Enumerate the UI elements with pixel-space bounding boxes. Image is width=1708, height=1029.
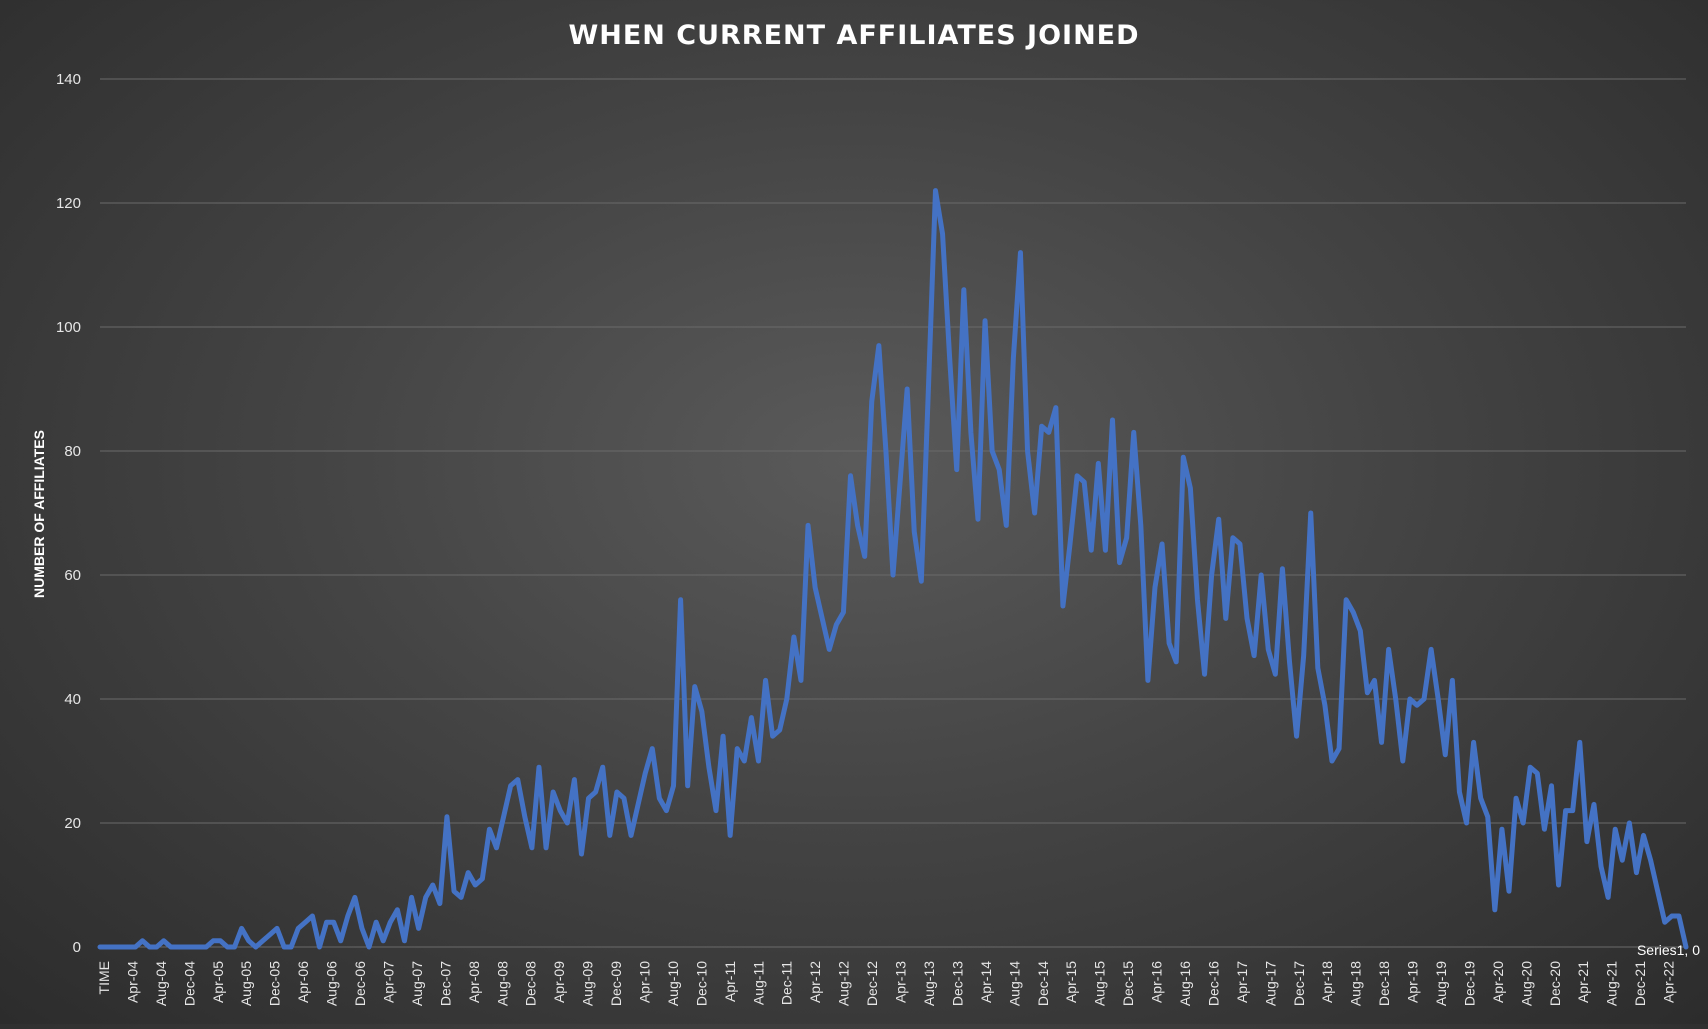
x-tick-label: Apr-21 [1575, 961, 1591, 1003]
x-tick-label: Dec-16 [1205, 961, 1221, 1006]
x-tick-label: Dec-06 [352, 961, 368, 1006]
y-tick-label: 0 [73, 939, 81, 956]
data-label-last: Series1, 0 [1637, 942, 1700, 958]
x-tick-label: Dec-17 [1291, 961, 1307, 1006]
chart-title: WHEN CURRENT AFFILIATES JOINED [568, 20, 1139, 51]
x-tick-label: Apr-10 [637, 961, 653, 1003]
x-tick-label: Aug-15 [1092, 961, 1108, 1006]
x-tick-label: Dec-04 [181, 961, 197, 1006]
x-tick-label: Aug-12 [836, 961, 852, 1006]
x-tick-label: TIME [96, 961, 112, 994]
x-tick-label: Apr-22 [1661, 961, 1677, 1003]
x-tick-label: Aug-11 [750, 961, 766, 1005]
y-axis-title: NUMBER OF AFFILIATES [31, 430, 47, 598]
x-tick-label: Apr-09 [551, 961, 567, 1003]
x-tick-label: Apr-05 [210, 961, 226, 1003]
x-tick-label: Dec-10 [693, 961, 709, 1006]
x-tick-label: Aug-08 [494, 961, 510, 1006]
x-tick-label: Aug-07 [409, 961, 425, 1006]
y-tick-label: 40 [64, 691, 81, 708]
x-tick-label: Dec-20 [1547, 961, 1563, 1006]
gridlines [100, 78, 1686, 948]
x-tick-label: Dec-21 [1632, 961, 1648, 1006]
x-tick-label: Apr-11 [722, 961, 738, 1002]
x-tick-label: Apr-19 [1405, 961, 1421, 1003]
x-tick-label: Apr-12 [807, 961, 823, 1003]
x-tick-label: Apr-14 [978, 961, 994, 1003]
x-tick-label: Dec-15 [1120, 961, 1136, 1006]
x-tick-label: Apr-08 [466, 961, 482, 1003]
x-tick-label: Aug-05 [238, 961, 254, 1006]
x-tick-label: Aug-19 [1433, 961, 1449, 1006]
y-tick-label: 140 [56, 71, 81, 88]
x-tick-label: Dec-09 [608, 961, 624, 1006]
x-tick-label: Apr-16 [1149, 961, 1165, 1003]
y-tick-label: 20 [64, 815, 81, 832]
x-tick-label: Dec-07 [437, 961, 453, 1006]
x-tick-label: Aug-10 [665, 961, 681, 1006]
x-tick-label: Dec-12 [864, 961, 880, 1006]
x-tick-label: Apr-17 [1234, 961, 1250, 1003]
x-tick-label: Dec-19 [1462, 961, 1478, 1006]
x-tick-label: Apr-18 [1319, 961, 1335, 1003]
x-tick-label: Dec-18 [1376, 961, 1392, 1006]
x-tick-label: Aug-21 [1604, 961, 1620, 1006]
x-tick-label: Aug-13 [921, 961, 937, 1006]
x-tick-label: Apr-04 [124, 961, 140, 1003]
x-tick-label: Dec-05 [267, 961, 283, 1006]
x-tick-label: Apr-06 [295, 961, 311, 1003]
y-axis-ticks: 0 20 40 60 80 100 120 140 [56, 71, 81, 956]
y-tick-label: 120 [56, 195, 81, 212]
x-tick-label: Dec-13 [949, 961, 965, 1006]
x-tick-label: Apr-15 [1063, 961, 1079, 1003]
x-tick-label: Dec-11 [779, 961, 795, 1005]
x-tick-label: Dec-14 [1035, 961, 1051, 1006]
x-tick-label: Aug-20 [1518, 961, 1534, 1006]
x-tick-label: Aug-16 [1177, 961, 1193, 1006]
x-tick-label: Aug-04 [153, 961, 169, 1006]
x-tick-label: Aug-18 [1348, 961, 1364, 1006]
x-tick-label: Apr-20 [1490, 961, 1506, 1003]
x-axis-ticks: TIME Apr-04 Aug-04 Dec-04 Apr-05 Aug-05 Dec-05… [96, 961, 1677, 1006]
series-line [97, 188, 1689, 950]
x-tick-label: Apr-13 [893, 961, 909, 1003]
x-tick-label: Aug-14 [1006, 961, 1022, 1006]
y-tick-label: 60 [64, 567, 81, 584]
x-tick-label: Aug-09 [580, 961, 596, 1006]
x-tick-label: Apr-07 [381, 961, 397, 1003]
x-tick-label: Dec-08 [523, 961, 539, 1006]
x-tick-label: Aug-06 [324, 961, 340, 1006]
y-tick-label: 80 [64, 443, 81, 460]
x-tick-label: Aug-17 [1262, 961, 1278, 1006]
y-tick-label: 100 [56, 319, 81, 336]
